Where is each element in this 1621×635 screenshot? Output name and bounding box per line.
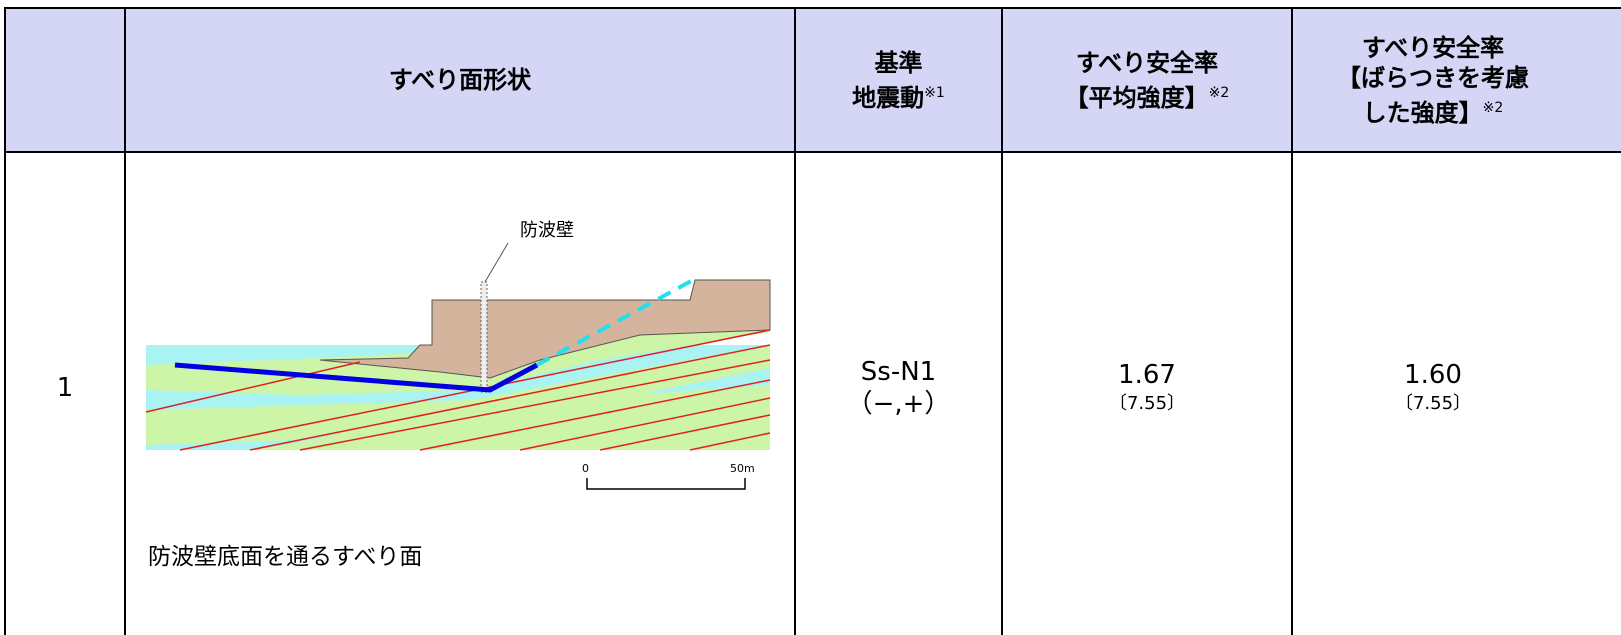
wall-label: 防波壁: [520, 220, 574, 241]
header-cell: 基準 地震動※1: [796, 9, 1001, 151]
header-text: すべり安全率: [1361, 33, 1505, 62]
border: [794, 7, 796, 635]
border: [5, 151, 1621, 153]
cell-text: Ss-N1: [860, 357, 937, 387]
header-text: 基準: [874, 48, 923, 77]
slip-surface: [174, 362, 539, 393]
header-cell: すべり安全率 【ばらつきを考慮 した強度】※2: [1293, 9, 1573, 151]
cell-text: 〔7.55〕: [1108, 393, 1186, 414]
scale-label: 0: [582, 462, 589, 475]
cell-text: 〔7.55〕: [1394, 393, 1472, 414]
header-text: 地震動: [852, 83, 925, 112]
header-cell: すべり安全率 【平均強度】※2: [1003, 9, 1291, 151]
fill-structure: [319, 279, 771, 379]
header-text: 【平均強度】: [1064, 83, 1209, 112]
note: ※2: [1482, 99, 1504, 116]
slip-surface-dashed: [536, 278, 694, 367]
border: [124, 7, 126, 635]
header-text: すべり面形状: [388, 66, 532, 94]
leader-line: [484, 242, 509, 283]
header-background: [5, 8, 1621, 152]
slip-figure: [145, 242, 771, 490]
cell: Ss-N1 （−,+）: [796, 153, 1001, 623]
caption: 防波壁底面を通るすべり面: [148, 544, 423, 570]
cell-text: 1.60: [1404, 360, 1462, 390]
wall: [480, 281, 488, 393]
note: ※1: [924, 84, 945, 101]
header-text: 【ばらつきを考慮: [1337, 63, 1529, 92]
scale-bar: [586, 478, 746, 490]
header-text: すべり安全率: [1075, 48, 1219, 77]
cell-text: 1: [56, 373, 74, 403]
row-number: 1: [6, 153, 124, 623]
soil-layer: [146, 345, 770, 445]
border: [1001, 7, 1003, 635]
border: [1291, 7, 1293, 635]
header-text: した強度】: [1362, 98, 1483, 127]
cell-text: 1.67: [1118, 360, 1176, 390]
border: [5, 7, 1621, 9]
cell: 1.67 〔7.55〕: [1003, 153, 1291, 623]
cell-text: （−,+）: [846, 389, 951, 419]
note: ※2: [1208, 84, 1230, 101]
soil-layer: [250, 385, 770, 450]
border: [4, 7, 6, 635]
scale-label: 50m: [730, 462, 755, 475]
cell: 1.60 〔7.55〕: [1293, 153, 1573, 623]
header-cell: すべり面形状: [126, 9, 794, 151]
